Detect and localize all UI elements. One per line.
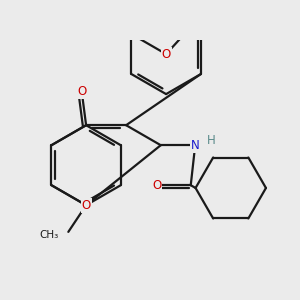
Text: O: O [161, 48, 171, 61]
Text: O: O [196, 0, 206, 1]
Text: CH₃: CH₃ [39, 230, 58, 240]
Text: N: N [191, 139, 200, 152]
Text: O: O [82, 199, 91, 212]
Text: H: H [206, 134, 215, 147]
Text: O: O [77, 85, 86, 98]
Text: O: O [152, 179, 161, 192]
